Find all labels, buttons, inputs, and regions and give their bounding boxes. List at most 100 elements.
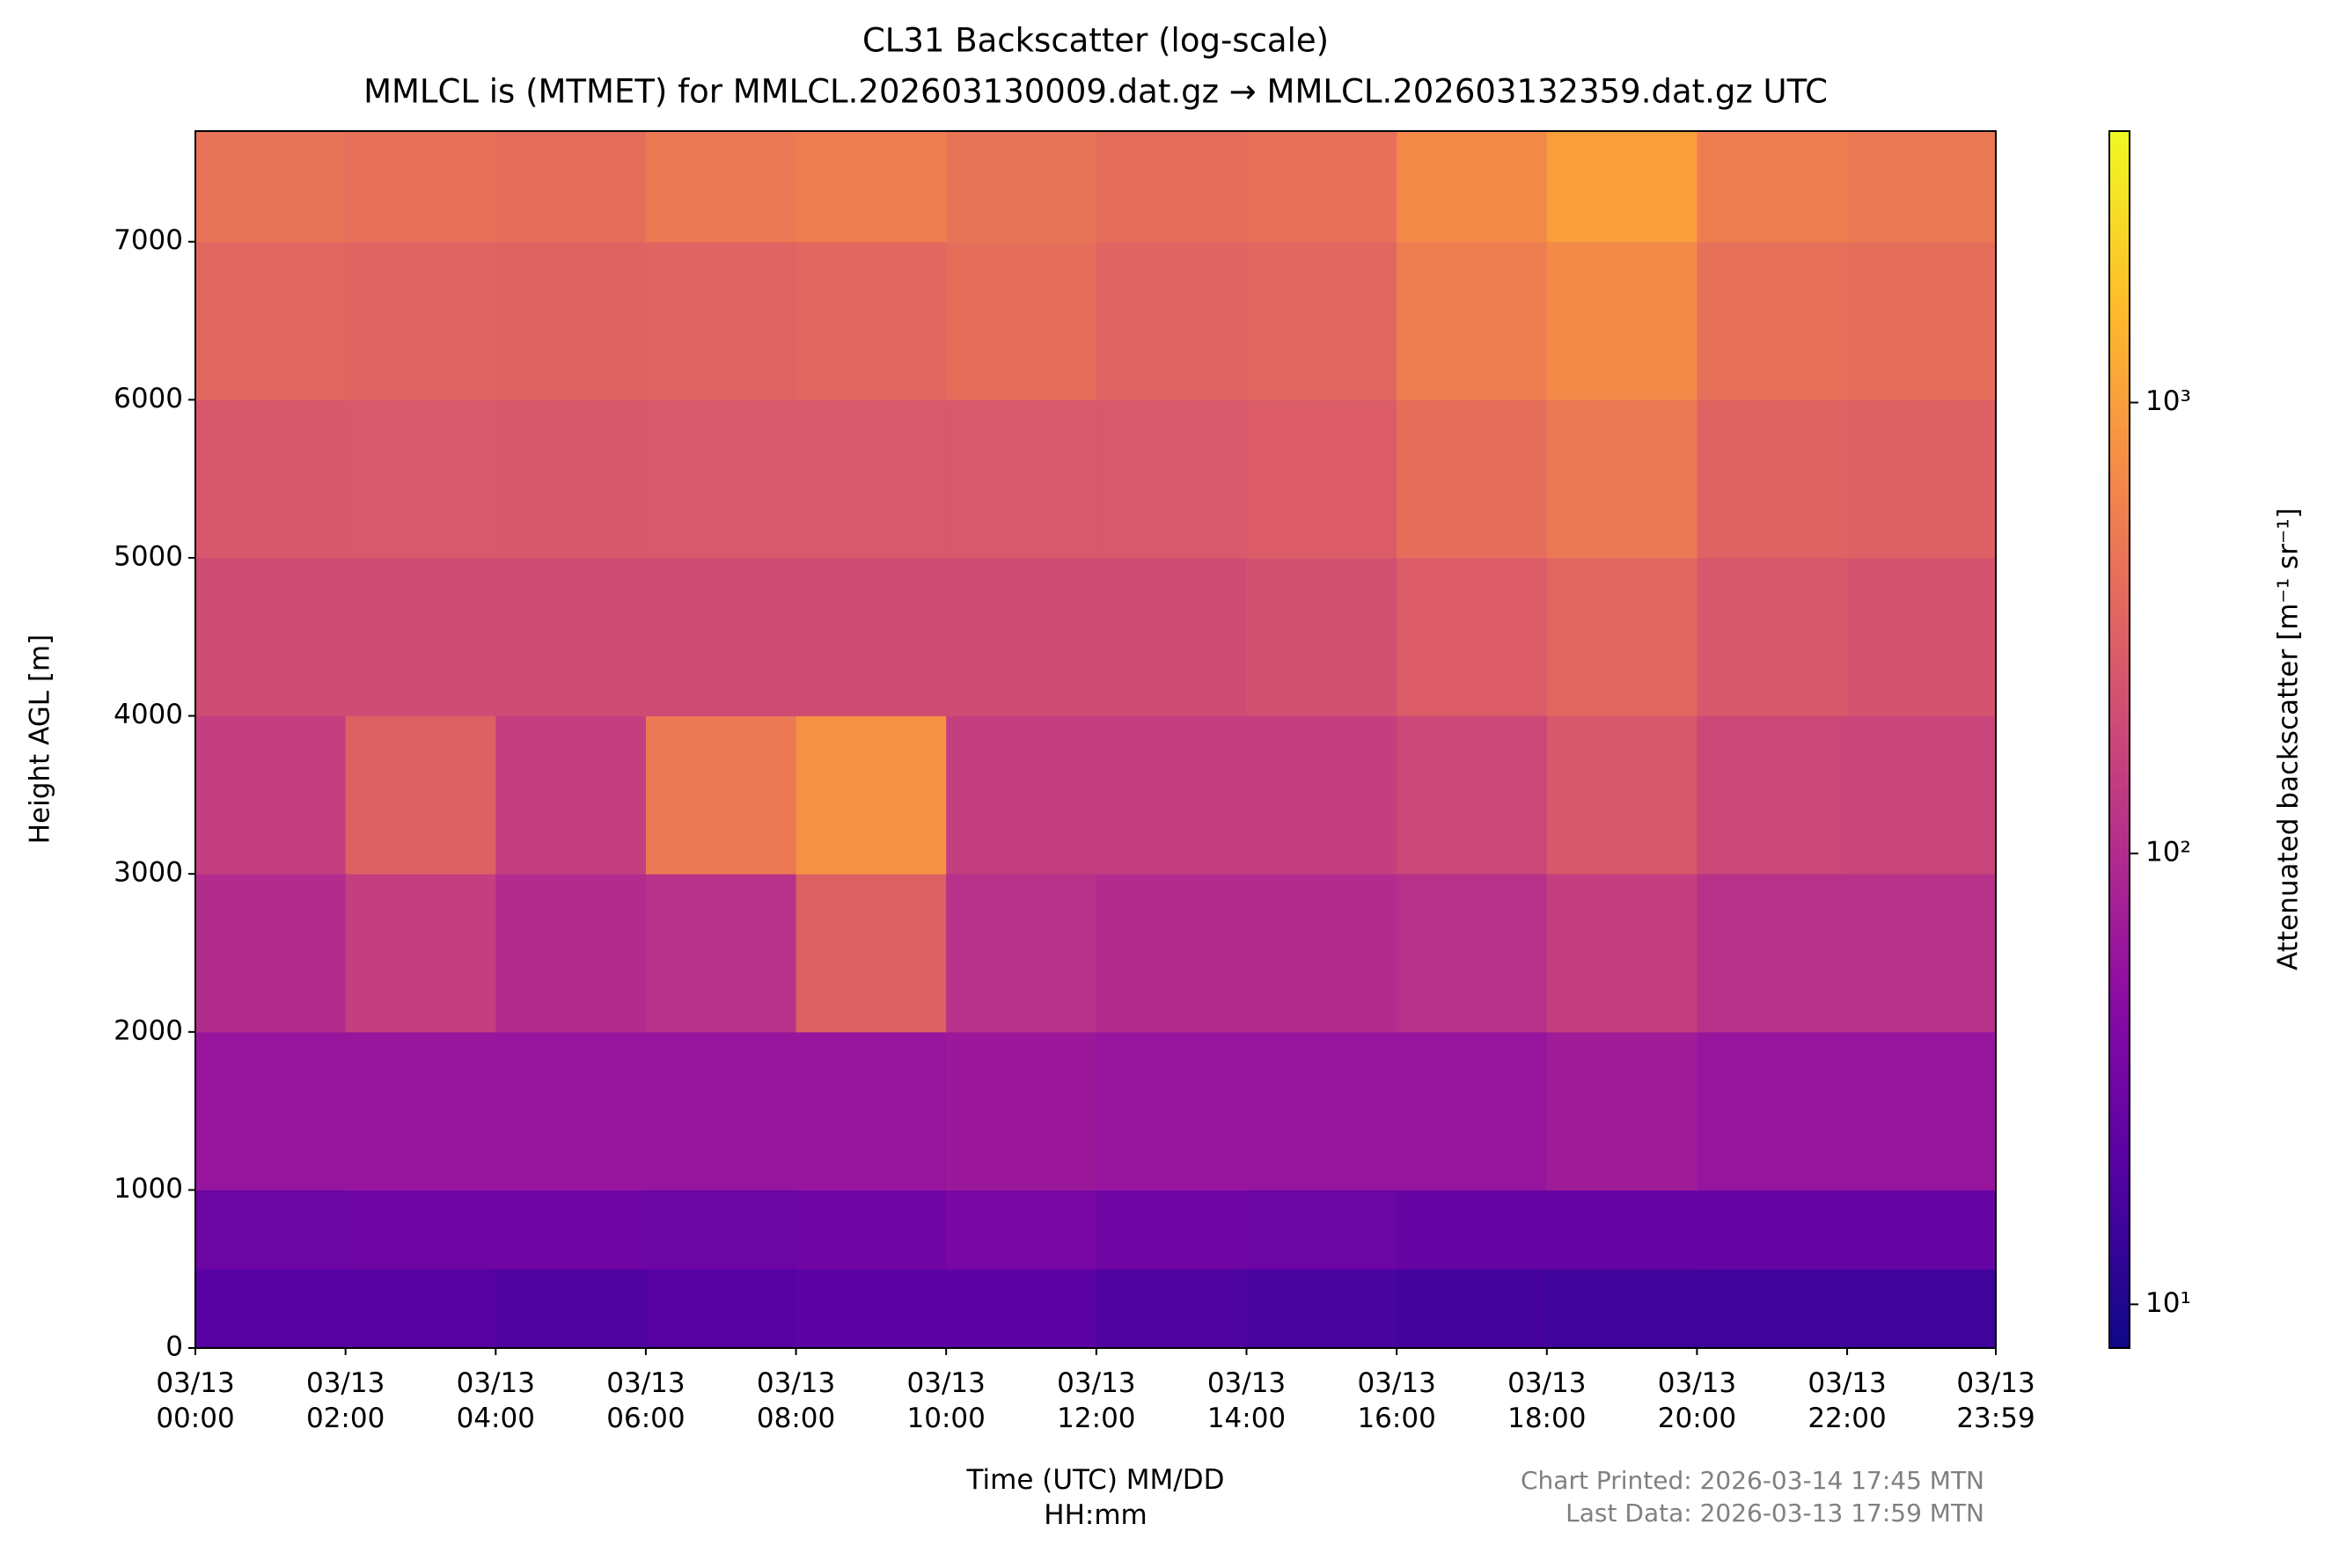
heat-cell: [1096, 715, 1247, 875]
heat-cell: [1397, 1269, 1548, 1349]
heat-cell: [645, 1031, 797, 1191]
colorbar-tick-label: 10³: [2145, 385, 2191, 417]
colorbar-label: Attenuated backscatter [m⁻¹ sr⁻¹]: [2273, 508, 2305, 971]
note: Last Data: 2026-03-13 17:59 MTN: [1565, 1498, 1984, 1528]
heat-cell: [195, 1031, 347, 1191]
heat-cell: [946, 715, 1097, 875]
heat-cell: [345, 715, 496, 875]
heat-cell: [195, 131, 347, 243]
heat-cell: [495, 874, 647, 1033]
heat-cell: [1096, 241, 1247, 400]
heat-cell: [645, 1190, 797, 1270]
heat-cell: [796, 715, 947, 875]
heat-cell: [946, 1190, 1097, 1270]
heat-cell: [645, 1269, 797, 1349]
heat-cell: [1096, 1269, 1247, 1349]
heat-cell: [1546, 557, 1697, 717]
heat-cell: [195, 715, 347, 875]
x-tick-label: 03/13 18:00: [1507, 1367, 1587, 1434]
heat-cell: [1397, 715, 1548, 875]
heat-cell: [1697, 1269, 1848, 1349]
heat-cell: [1546, 1190, 1697, 1270]
x-axis-label: Time (UTC) MM/DD HH:mm: [966, 1464, 1225, 1531]
heat-cell: [345, 1031, 496, 1191]
x-tick-label: 03/13 23:59: [1956, 1367, 2035, 1434]
heat-cell: [1697, 557, 1848, 717]
heat-cell: [345, 1190, 496, 1270]
heat-cell: [645, 557, 797, 717]
colorbar-tick-label: 10¹: [2145, 1287, 2191, 1319]
heat-cell: [1246, 241, 1397, 400]
heat-cell: [645, 715, 797, 875]
heat-cell: [645, 874, 797, 1033]
heat-cell: [1546, 715, 1697, 875]
heat-cell: [495, 1269, 647, 1349]
heat-cell: [1847, 874, 1997, 1033]
heat-cell: [1847, 399, 1997, 559]
colorbar: [2108, 130, 2130, 1349]
heat-cell: [195, 399, 347, 559]
heat-cell: [1397, 399, 1548, 559]
heat-cell: [1546, 1269, 1697, 1349]
heat-cell: [796, 399, 947, 559]
heat-cell: [946, 399, 1097, 559]
heat-cell: [1697, 399, 1848, 559]
heat-cell: [1246, 1269, 1397, 1349]
heat-cell: [345, 874, 496, 1033]
x-tick-label: 03/13 02:00: [305, 1367, 385, 1434]
heat-cell: [1397, 1190, 1548, 1270]
heat-cell: [495, 557, 647, 717]
y-tick-label: 6000: [114, 383, 183, 414]
heat-cell: [796, 241, 947, 400]
heat-cell: [1847, 241, 1997, 400]
heat-cell: [796, 557, 947, 717]
heat-cell: [195, 1190, 347, 1270]
heat-cell: [796, 1269, 947, 1349]
heat-cell: [1697, 1031, 1848, 1191]
heat-cell: [946, 557, 1097, 717]
y-tick-label: 5000: [114, 540, 183, 572]
note: Chart Printed: 2026-03-14 17:45 MTN: [1520, 1466, 1984, 1495]
heat-cell: [1246, 557, 1397, 717]
heat-cell: [345, 241, 496, 400]
heat-cell: [1397, 557, 1548, 717]
heat-cell: [1397, 131, 1548, 243]
heat-cell: [645, 241, 797, 400]
x-tick-label: 03/13 10:00: [906, 1367, 986, 1434]
colorbar-tick-label: 10²: [2145, 836, 2191, 868]
heat-cell: [495, 241, 647, 400]
heat-cell: [195, 241, 347, 400]
heat-cell: [796, 131, 947, 243]
heat-cell: [1697, 131, 1848, 243]
heat-cell: [1246, 131, 1397, 243]
heat-cell: [1546, 1031, 1697, 1191]
heat-cell: [1847, 1190, 1997, 1270]
heat-cell: [796, 1190, 947, 1270]
heat-cell: [1246, 1190, 1397, 1270]
heat-cell: [1697, 1190, 1848, 1270]
y-tick-label: 0: [165, 1331, 183, 1363]
heat-cell: [1546, 241, 1697, 400]
heat-cell: [495, 399, 647, 559]
heat-cell: [1847, 1031, 1997, 1191]
heat-cell: [645, 131, 797, 243]
heat-cell: [1246, 399, 1397, 559]
heat-cell: [1546, 399, 1697, 559]
heat-cell: [1847, 715, 1997, 875]
heat-cell: [345, 399, 496, 559]
heat-cell: [1096, 557, 1247, 717]
heat-cell: [345, 131, 496, 243]
heat-cell: [1096, 1031, 1247, 1191]
y-tick-label: 7000: [114, 224, 183, 256]
heat-cell: [1397, 241, 1548, 400]
heat-cell: [195, 1269, 347, 1349]
y-tick-label: 4000: [114, 699, 183, 730]
heat-cell: [495, 1190, 647, 1270]
x-tick-label: 03/13 00:00: [156, 1367, 235, 1434]
heat-cell: [946, 241, 1097, 400]
heat-cell: [796, 874, 947, 1033]
x-tick-label: 03/13 14:00: [1206, 1367, 1287, 1434]
y-tick-label: 1000: [114, 1173, 183, 1205]
